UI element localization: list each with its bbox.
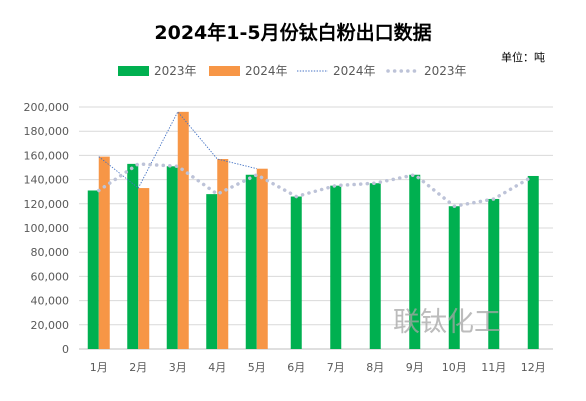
legend: 2023年 2024年 2024年 2023年 bbox=[118, 64, 467, 78]
x-tick-label: 3月 bbox=[169, 361, 187, 374]
line-2024年 bbox=[98, 110, 257, 189]
x-tick-label: 2月 bbox=[129, 361, 147, 374]
x-tick-label: 6月 bbox=[287, 361, 305, 374]
bars bbox=[87, 111, 539, 349]
bar-2023年 bbox=[409, 174, 421, 349]
bar-2023年 bbox=[527, 175, 539, 349]
x-tick-label: 11月 bbox=[481, 361, 506, 374]
legend-swatch bbox=[209, 66, 240, 76]
x-tick-label: 10月 bbox=[442, 361, 467, 374]
bar-2023年 bbox=[166, 166, 178, 349]
bar-2023年 bbox=[87, 190, 99, 349]
line-2023年 bbox=[97, 162, 536, 209]
bar-2023年 bbox=[488, 198, 500, 349]
y-axis: 0 20,000 40,000 60,000 80,000 100,000 120,000 1… bbox=[24, 101, 70, 356]
x-tick-label: 8月 bbox=[366, 361, 384, 374]
bar-2023年 bbox=[290, 196, 302, 349]
y-tick-label: 100,000 bbox=[24, 222, 70, 235]
y-tick-label: 120,000 bbox=[24, 198, 70, 211]
gridlines bbox=[79, 106, 553, 350]
y-tick-label: 0 bbox=[62, 343, 69, 356]
bar-2023年 bbox=[206, 194, 218, 349]
y-tick-label: 80,000 bbox=[31, 246, 70, 259]
y-tick-label: 180,000 bbox=[24, 125, 70, 138]
bar-2023年 bbox=[448, 206, 460, 349]
y-tick-label: 160,000 bbox=[24, 149, 70, 162]
bar-2023年 bbox=[127, 163, 139, 349]
x-tick-label: 4月 bbox=[208, 361, 226, 374]
x-tick-label: 1月 bbox=[90, 361, 108, 374]
y-tick-label: 140,000 bbox=[24, 174, 70, 187]
x-axis: 1月 2月 3月 4月 5月 6月 7月 8月 9月 10月 11月 12月 bbox=[90, 361, 546, 374]
x-tick-label: 5月 bbox=[248, 361, 266, 374]
bar-2023年 bbox=[330, 185, 342, 349]
watermark: 联钛化工 bbox=[393, 307, 501, 338]
bar-2023年 bbox=[245, 174, 257, 349]
bar-2023年 bbox=[369, 183, 381, 349]
bar-2024年 bbox=[177, 111, 189, 349]
legend-label: 2024年 bbox=[245, 64, 288, 78]
unit-label: 单位：吨 bbox=[501, 50, 545, 64]
bar-2024年 bbox=[98, 156, 110, 349]
series-lines bbox=[97, 110, 536, 209]
y-tick-label: 200,000 bbox=[24, 101, 70, 114]
x-tick-label: 9月 bbox=[406, 361, 424, 374]
y-tick-label: 20,000 bbox=[31, 319, 70, 332]
bar-2024年 bbox=[217, 159, 229, 349]
chart-title: 2024年1-5月份钛白粉出口数据 bbox=[154, 21, 431, 44]
x-tick-label: 7月 bbox=[327, 361, 345, 374]
legend-label: 2023年 bbox=[154, 64, 197, 78]
legend-label: 2024年 bbox=[333, 64, 376, 78]
y-tick-label: 40,000 bbox=[31, 295, 70, 308]
legend-label: 2023年 bbox=[424, 64, 467, 78]
bar-2024年 bbox=[256, 168, 268, 349]
bar-2024年 bbox=[138, 188, 150, 349]
x-tick-label: 12月 bbox=[521, 361, 546, 374]
legend-swatch bbox=[118, 66, 149, 76]
y-tick-label: 60,000 bbox=[31, 270, 70, 283]
